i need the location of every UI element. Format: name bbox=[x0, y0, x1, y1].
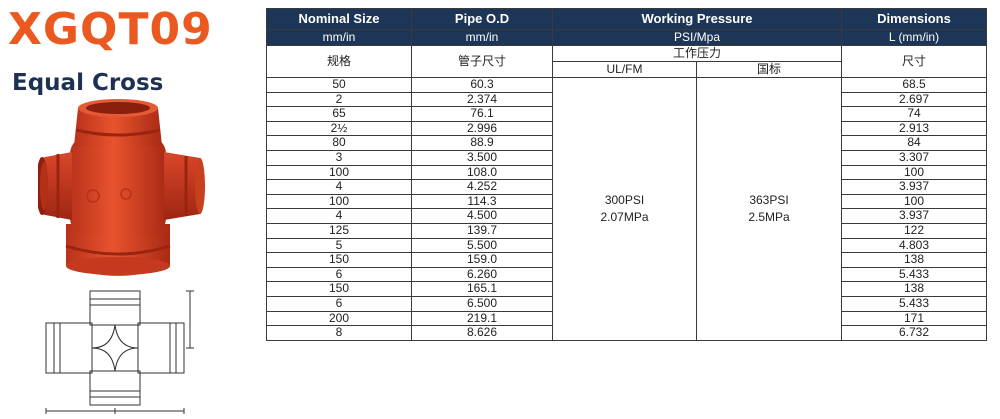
header-row-units: mm/in mm/in PSI/Mpa L (mm/in) bbox=[266, 29, 987, 46]
nominal-size-cell: 2½ bbox=[266, 120, 412, 137]
nominal-size-cell: 6 bbox=[266, 295, 412, 312]
technical-drawing bbox=[45, 290, 194, 414]
header-row-titles: Nominal Size Pipe O.D Working Pressure D… bbox=[266, 8, 987, 30]
nominal-size-cell: 150 bbox=[266, 252, 412, 268]
header-row-standards: UL/FM 国标 bbox=[267, 61, 987, 78]
pipe-od-cell: 8.626 bbox=[411, 325, 553, 341]
dimension-cell: 122 bbox=[841, 222, 987, 239]
dimension-cell: 3.937 bbox=[841, 179, 987, 195]
table-row: 80 88.9 84 bbox=[266, 135, 987, 151]
nominal-size-cell: 100 bbox=[266, 193, 412, 210]
nominal-size-cell: 100 bbox=[266, 164, 412, 181]
nominal-size-cell: 8 bbox=[266, 325, 412, 341]
unit-pressure: PSI/Mpa bbox=[552, 29, 842, 46]
product-model-title: XGQT09 bbox=[8, 4, 213, 55]
pipe-od-cell: 114.3 bbox=[411, 193, 553, 210]
dimension-cell: 138 bbox=[841, 281, 987, 297]
pipe-od-cell: 6.260 bbox=[411, 266, 553, 283]
nominal-size-cell: 125 bbox=[266, 222, 412, 239]
label-nominal-cn: 规格 bbox=[266, 45, 412, 78]
nominal-size-cell: 3 bbox=[266, 149, 412, 166]
dimension-cell: 5.433 bbox=[841, 266, 987, 283]
nominal-size-cell: 6 bbox=[266, 266, 412, 283]
dimension-cell: 2.913 bbox=[841, 120, 987, 137]
pipe-od-cell: 76.1 bbox=[411, 106, 553, 122]
pipe-od-cell: 5.500 bbox=[411, 237, 553, 254]
pipe-od-cell: 139.7 bbox=[411, 222, 553, 239]
table-row: 150 165.1 138 bbox=[266, 281, 987, 297]
dimension-cell: 74 bbox=[841, 106, 987, 122]
pipe-od-cell: 60.3 bbox=[411, 77, 553, 93]
table-row: 3 3.500 3.307 bbox=[266, 149, 987, 166]
pipe-od-cell: 2.374 bbox=[411, 91, 553, 108]
header-working-pressure: Working Pressure bbox=[552, 8, 842, 30]
label-pressure-cn: 工作压力 bbox=[552, 45, 842, 62]
pipe-od-cell: 4.252 bbox=[411, 179, 553, 195]
table-row: 8 8.626 6.732 bbox=[266, 325, 987, 341]
pipe-od-cell: 219.1 bbox=[411, 310, 553, 327]
dimension-cell: 4.803 bbox=[841, 237, 987, 254]
nominal-size-cell: 2 bbox=[266, 91, 412, 108]
nominal-size-cell: 50 bbox=[266, 77, 412, 93]
specification-table: Nominal Size Pipe O.D Working Pressure D… bbox=[266, 8, 987, 341]
national-mpa: 2.5MPa bbox=[748, 209, 790, 224]
header-row-chinese: 规格 管子尺寸 工作压力 尺寸 bbox=[266, 45, 987, 78]
ul-fm-pressure-cell: 300PSI 2.07MPa bbox=[552, 77, 697, 341]
ul-fm-psi: 300PSI bbox=[604, 192, 645, 207]
dimension-cell: 171 bbox=[841, 310, 987, 327]
national-pressure-cell: 363PSI 2.5MPa bbox=[696, 77, 842, 341]
label-dimension-cn: 尺寸 bbox=[841, 45, 987, 78]
header-dimensions: Dimensions bbox=[841, 8, 987, 30]
header-pipe-od: Pipe O.D bbox=[411, 8, 553, 30]
unit-dimension: L (mm/in) bbox=[841, 29, 987, 46]
pipe-od-cell: 88.9 bbox=[411, 135, 553, 151]
label-national-standard: 国标 bbox=[696, 61, 842, 78]
unit-nominal: mm/in bbox=[266, 29, 412, 46]
pipe-od-cell: 4.500 bbox=[411, 208, 553, 224]
table-row: 65 76.1 74 bbox=[266, 106, 987, 122]
nominal-size-cell: 65 bbox=[266, 106, 412, 122]
dimension-cell: 2.697 bbox=[841, 91, 987, 108]
nominal-size-cell: 200 bbox=[266, 310, 412, 327]
nominal-size-cell: 80 bbox=[266, 135, 412, 151]
product-photo bbox=[38, 99, 205, 276]
dimension-cell: 6.732 bbox=[841, 325, 987, 341]
product-name: Equal Cross bbox=[12, 70, 164, 96]
dimension-cell: 5.433 bbox=[841, 295, 987, 312]
dimension-cell: 100 bbox=[841, 193, 987, 210]
pipe-od-cell: 6.500 bbox=[411, 295, 553, 312]
dimension-cell: 84 bbox=[841, 135, 987, 151]
nominal-size-cell: 4 bbox=[266, 179, 412, 195]
table-row: 4 4.252 3.937 bbox=[266, 179, 987, 195]
table-row: 100 114.3 100 bbox=[266, 193, 987, 210]
pipe-od-cell: 3.500 bbox=[411, 149, 553, 166]
dimension-cell: 138 bbox=[841, 252, 987, 268]
nominal-size-cell: 5 bbox=[266, 237, 412, 254]
dimension-cell: 100 bbox=[841, 164, 987, 181]
table-body: 50 60.3 300PSI 2.07MPa 363PSI 2.5MPa 68.5 2 2.37… bbox=[266, 77, 987, 341]
ul-fm-mpa: 2.07MPa bbox=[600, 209, 649, 224]
pipe-od-cell: 159.0 bbox=[411, 252, 553, 268]
pipe-od-cell: 165.1 bbox=[411, 281, 553, 297]
label-ul-fm: UL/FM bbox=[552, 61, 697, 78]
header-nominal-size: Nominal Size bbox=[266, 8, 412, 30]
national-psi: 363PSI bbox=[749, 192, 789, 207]
label-pipe-cn: 管子尺寸 bbox=[411, 45, 553, 78]
dimension-cell: 3.937 bbox=[841, 208, 987, 224]
dimension-cell: 68.5 bbox=[841, 77, 987, 93]
table-row: 5 5.500 4.803 bbox=[266, 237, 987, 254]
nominal-size-cell: 150 bbox=[266, 281, 412, 297]
pipe-od-cell: 2.996 bbox=[411, 120, 553, 137]
dimension-cell: 3.307 bbox=[841, 149, 987, 166]
table-row: 2½ 2.996 2.913 bbox=[266, 120, 987, 137]
nominal-size-cell: 4 bbox=[266, 208, 412, 224]
unit-pipe: mm/in bbox=[411, 29, 553, 46]
table-row: 50 60.3 300PSI 2.07MPa 363PSI 2.5MPa 68.5 bbox=[266, 77, 987, 341]
pipe-od-cell: 108.0 bbox=[411, 164, 553, 181]
